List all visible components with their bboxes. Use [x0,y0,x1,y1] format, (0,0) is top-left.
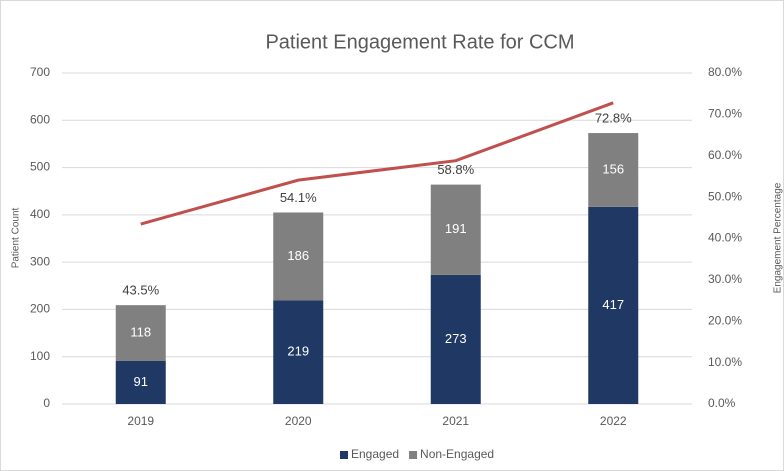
y2-tick-label: 10.0% [708,355,742,369]
x-tick-label: 2020 [285,414,312,428]
y2-tick-label: 70.0% [708,107,742,121]
data-label: 118 [130,325,151,340]
y2-tick-label: 40.0% [708,231,742,245]
y-tick-label: 500 [30,160,50,174]
data-label: 186 [287,248,309,263]
bar-segment [115,305,166,361]
y-tick-label: 700 [30,65,50,79]
percent-label: 58.8% [437,162,474,177]
y-tick-label: 0 [43,396,50,410]
chart-title: Patient Engagement Rate for CCM [265,31,574,53]
y-tick-label: 600 [30,112,50,126]
x-tick-label: 2021 [442,414,469,428]
x-tick-label: 2022 [600,414,627,428]
data-label: 273 [445,331,467,346]
legend-swatch [409,451,418,459]
data-label: 91 [134,374,148,389]
percent-label: 54.1% [280,190,317,205]
y2-tick-label: 80.0% [708,65,742,79]
bar-segment [273,212,324,301]
bar-segment [588,206,639,404]
data-label: 191 [445,221,467,236]
percent-label: 43.5% [122,283,159,298]
y2-tick-label: 60.0% [708,148,742,162]
y-tick-label: 400 [30,207,50,221]
y2-tick-label: 20.0% [708,313,742,327]
y2-tick-label: 30.0% [708,272,742,286]
bar-segment [115,360,166,404]
legend-label: Engaged [351,447,399,461]
bar-segment [588,133,639,207]
data-label: 156 [602,161,624,176]
bar-segment [430,184,481,275]
bar-segment [430,274,481,404]
legend-label: Non-Engaged [420,447,494,461]
legend-swatch [340,451,348,459]
y-axis-title: Patient Count [11,207,22,268]
x-tick-label: 2019 [127,414,154,428]
y-tick-label: 100 [30,349,50,363]
data-label: 219 [287,344,309,359]
y2-tick-label: 0.0% [708,396,736,410]
y-tick-label: 300 [30,254,50,268]
y-tick-label: 200 [30,302,50,316]
line-series [140,101,614,226]
data-label: 417 [602,297,624,312]
percent-label: 72.8% [595,110,632,125]
bar-segment [273,300,324,404]
y2-axis-title: Engagement Percentage [773,182,784,293]
y2-tick-label: 50.0% [708,189,742,203]
